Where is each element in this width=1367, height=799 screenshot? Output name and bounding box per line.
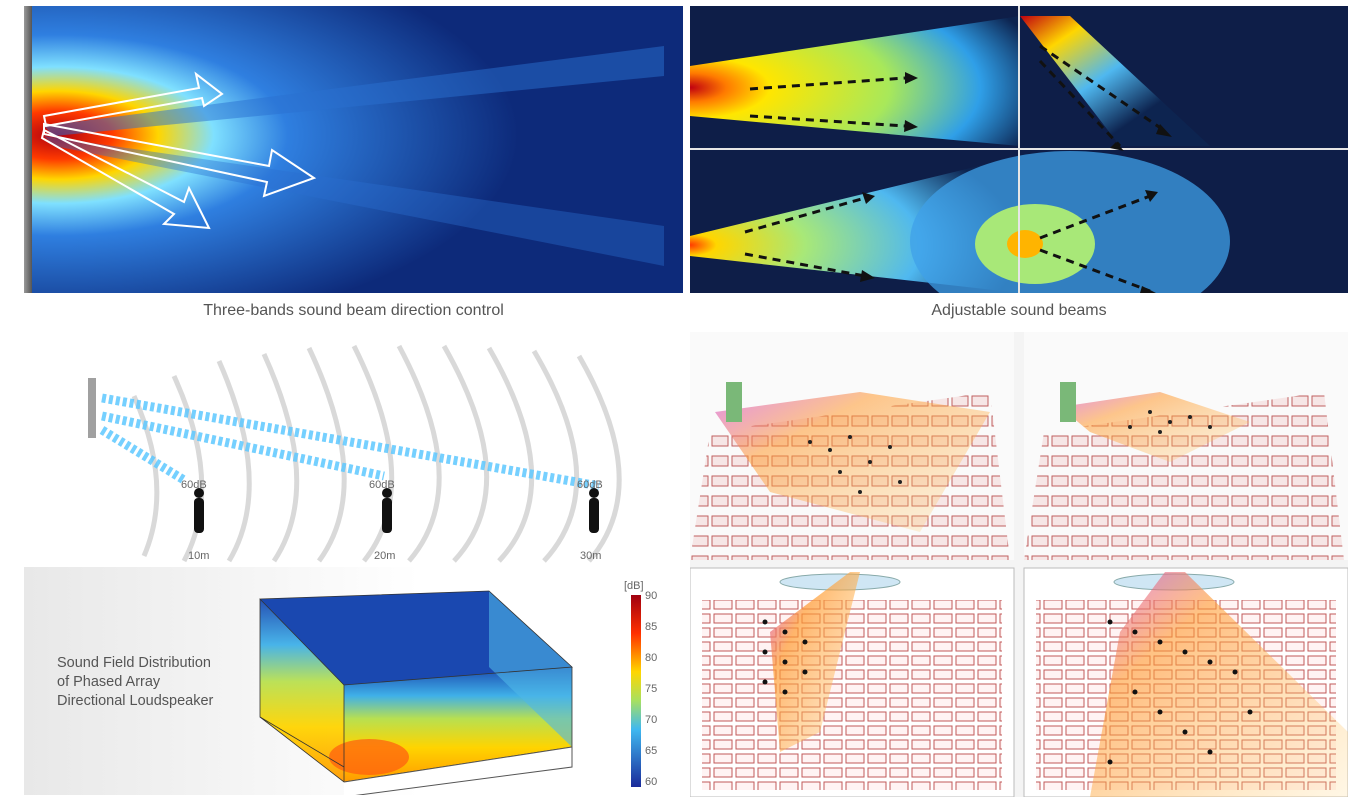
beam-arrow-lower (40, 128, 211, 230)
sound-field-label: Sound Field Distribution of Phased Array… (57, 654, 213, 711)
sound-field-label-line: of Phased Array (57, 674, 161, 690)
sound-field-label-line: Sound Field Distribution (57, 655, 211, 671)
loudspeaker-column (88, 378, 96, 438)
sound-field-label-line: Directional Loudspeaker (57, 693, 214, 709)
adjustable-beams-heatmap (690, 6, 1348, 293)
auditorium-plan-right (1023, 567, 1348, 797)
adjustable-beams-svg (690, 6, 1348, 293)
auditorium-perspective-right (1024, 332, 1348, 560)
listener-silhouettes (194, 488, 599, 533)
wall-strip (24, 6, 32, 293)
caption-adjustable-beams: Adjustable sound beams (931, 302, 1107, 319)
colorbar-tick: 70 (645, 714, 657, 726)
auditorium-renderings (690, 332, 1348, 797)
distance-label-30m: 30m (580, 550, 601, 562)
colorbar-tick: 85 (645, 621, 657, 633)
colorbar-tick: 60 (645, 776, 657, 788)
colorbar-tick: 90 (645, 590, 657, 602)
level-label-30m: 60dB (577, 479, 603, 491)
sound-field-distribution: [dB] 90 85 80 75 70 65 60 (24, 567, 683, 795)
colorbar-tick: 65 (645, 745, 657, 757)
level-label-10m: 60dB (181, 479, 207, 491)
distance-label-20m: 20m (374, 550, 395, 562)
room-box-svg: [dB] 90 85 80 75 70 65 60 (259, 580, 657, 795)
caption-beam-direction: Three-bands sound beam direction control (203, 302, 504, 319)
beam-direction-heatmap (24, 6, 683, 293)
level-label-20m: 60dB (369, 479, 395, 491)
auditorium-perspective-left (690, 332, 1014, 560)
colorbar-unit: [dB] (624, 580, 644, 592)
beam-arrow-upper (42, 71, 224, 128)
colorbar-tick: 75 (645, 683, 657, 695)
auditorium-svg (690, 332, 1348, 797)
distance-propagation-illustration: 60dB 60dB 60dB 10m 20m 30m (24, 336, 683, 564)
beam-direction-svg (24, 6, 683, 293)
distance-svg: 60dB 60dB 60dB 10m 20m 30m (24, 336, 683, 564)
colorbar-tick: 80 (645, 652, 657, 664)
distance-label-10m: 10m (188, 550, 209, 562)
beam-arrow-middle (43, 122, 317, 198)
auditorium-plan-left (690, 567, 1015, 797)
colorbar (631, 595, 641, 787)
